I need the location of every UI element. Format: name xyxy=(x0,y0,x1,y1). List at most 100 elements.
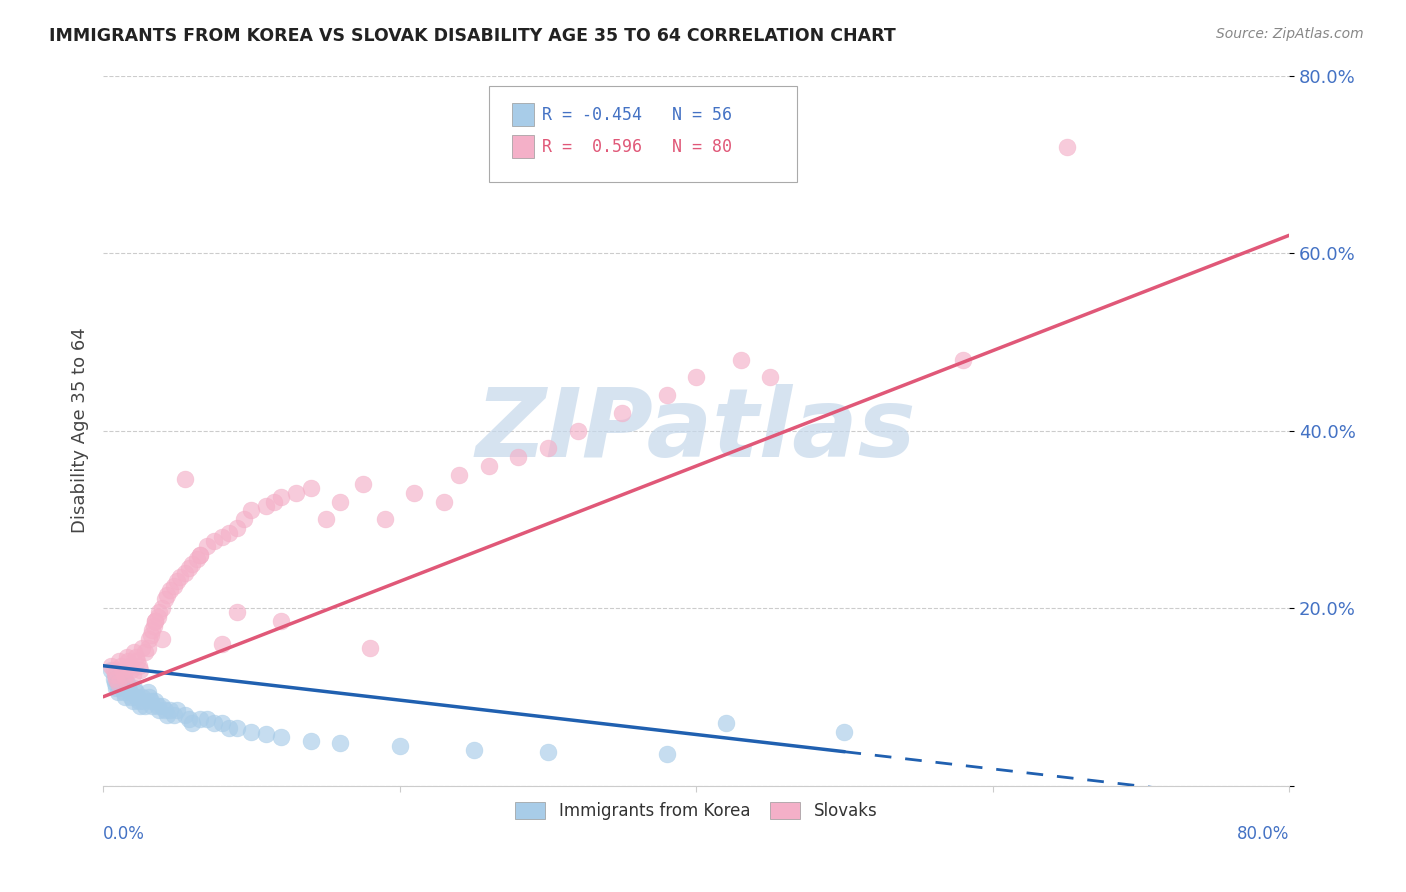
Point xyxy=(132,694,155,708)
Point xyxy=(374,512,396,526)
Point xyxy=(240,503,263,517)
Point xyxy=(685,370,707,384)
Point xyxy=(142,619,165,633)
Point xyxy=(202,534,225,549)
Point xyxy=(148,606,170,620)
Point xyxy=(118,685,141,699)
Point xyxy=(166,703,188,717)
Point xyxy=(195,712,218,726)
Point xyxy=(188,712,211,726)
Text: IMMIGRANTS FROM KOREA VS SLOVAK DISABILITY AGE 35 TO 64 CORRELATION CHART: IMMIGRANTS FROM KOREA VS SLOVAK DISABILI… xyxy=(49,27,896,45)
Point xyxy=(211,530,233,544)
Point xyxy=(315,512,337,526)
Point xyxy=(127,654,149,668)
Point xyxy=(136,685,159,699)
Point xyxy=(1056,139,1078,153)
Point xyxy=(225,521,247,535)
Point xyxy=(129,698,152,713)
Point xyxy=(108,672,131,686)
Point xyxy=(359,640,381,655)
Point xyxy=(567,424,589,438)
Point xyxy=(128,658,150,673)
Point xyxy=(103,672,125,686)
Text: R = -0.454   N = 56: R = -0.454 N = 56 xyxy=(541,105,733,124)
Bar xyxy=(512,136,534,158)
Point xyxy=(114,672,136,686)
FancyBboxPatch shape xyxy=(489,87,797,182)
Point xyxy=(284,485,307,500)
Point xyxy=(155,703,177,717)
Point xyxy=(211,636,233,650)
Point xyxy=(508,450,530,465)
Bar xyxy=(512,103,534,126)
Text: Source: ZipAtlas.com: Source: ZipAtlas.com xyxy=(1216,27,1364,41)
Point xyxy=(125,649,148,664)
Point xyxy=(610,406,633,420)
Point xyxy=(181,557,204,571)
Point xyxy=(115,676,138,690)
Point xyxy=(270,615,292,629)
Point xyxy=(537,745,560,759)
Point xyxy=(299,481,322,495)
Point xyxy=(108,654,131,668)
Point xyxy=(463,743,485,757)
Point xyxy=(329,494,352,508)
Point xyxy=(433,494,456,508)
Point xyxy=(128,694,150,708)
Point xyxy=(152,601,174,615)
Point xyxy=(173,472,195,486)
Point xyxy=(152,632,174,646)
Point xyxy=(225,721,247,735)
Point xyxy=(118,658,141,673)
Y-axis label: Disability Age 35 to 64: Disability Age 35 to 64 xyxy=(72,327,89,533)
Point xyxy=(179,712,201,726)
Point xyxy=(240,725,263,739)
Point xyxy=(478,458,501,473)
Point xyxy=(104,667,127,681)
Point xyxy=(110,658,132,673)
Text: 0.0%: 0.0% xyxy=(103,824,145,843)
Point xyxy=(173,707,195,722)
Point xyxy=(186,552,208,566)
Point xyxy=(173,566,195,580)
Point xyxy=(134,698,156,713)
Point xyxy=(146,698,169,713)
Text: 80.0%: 80.0% xyxy=(1237,824,1289,843)
Point xyxy=(188,548,211,562)
Point xyxy=(299,734,322,748)
Point xyxy=(159,583,181,598)
Point xyxy=(270,730,292,744)
Point xyxy=(129,663,152,677)
Point xyxy=(110,676,132,690)
Point xyxy=(138,632,160,646)
Point xyxy=(114,690,136,704)
Point xyxy=(156,588,179,602)
Point xyxy=(131,640,153,655)
Point xyxy=(163,579,186,593)
Point xyxy=(404,485,426,500)
Point xyxy=(169,570,191,584)
Point xyxy=(121,694,143,708)
Point xyxy=(143,694,166,708)
Point xyxy=(211,716,233,731)
Point xyxy=(125,685,148,699)
Point xyxy=(329,736,352,750)
Point xyxy=(143,615,166,629)
Point xyxy=(163,707,186,722)
Point xyxy=(759,370,782,384)
Point xyxy=(105,681,128,695)
Point xyxy=(655,388,678,402)
Point xyxy=(270,490,292,504)
Point xyxy=(655,747,678,762)
Point xyxy=(141,624,163,638)
Point xyxy=(127,690,149,704)
Point xyxy=(105,672,128,686)
Point xyxy=(120,663,142,677)
Point xyxy=(179,561,201,575)
Point xyxy=(112,667,135,681)
Point xyxy=(115,649,138,664)
Point xyxy=(141,698,163,713)
Point xyxy=(166,574,188,589)
Point xyxy=(111,663,134,677)
Legend: Immigrants from Korea, Slovaks: Immigrants from Korea, Slovaks xyxy=(509,796,884,827)
